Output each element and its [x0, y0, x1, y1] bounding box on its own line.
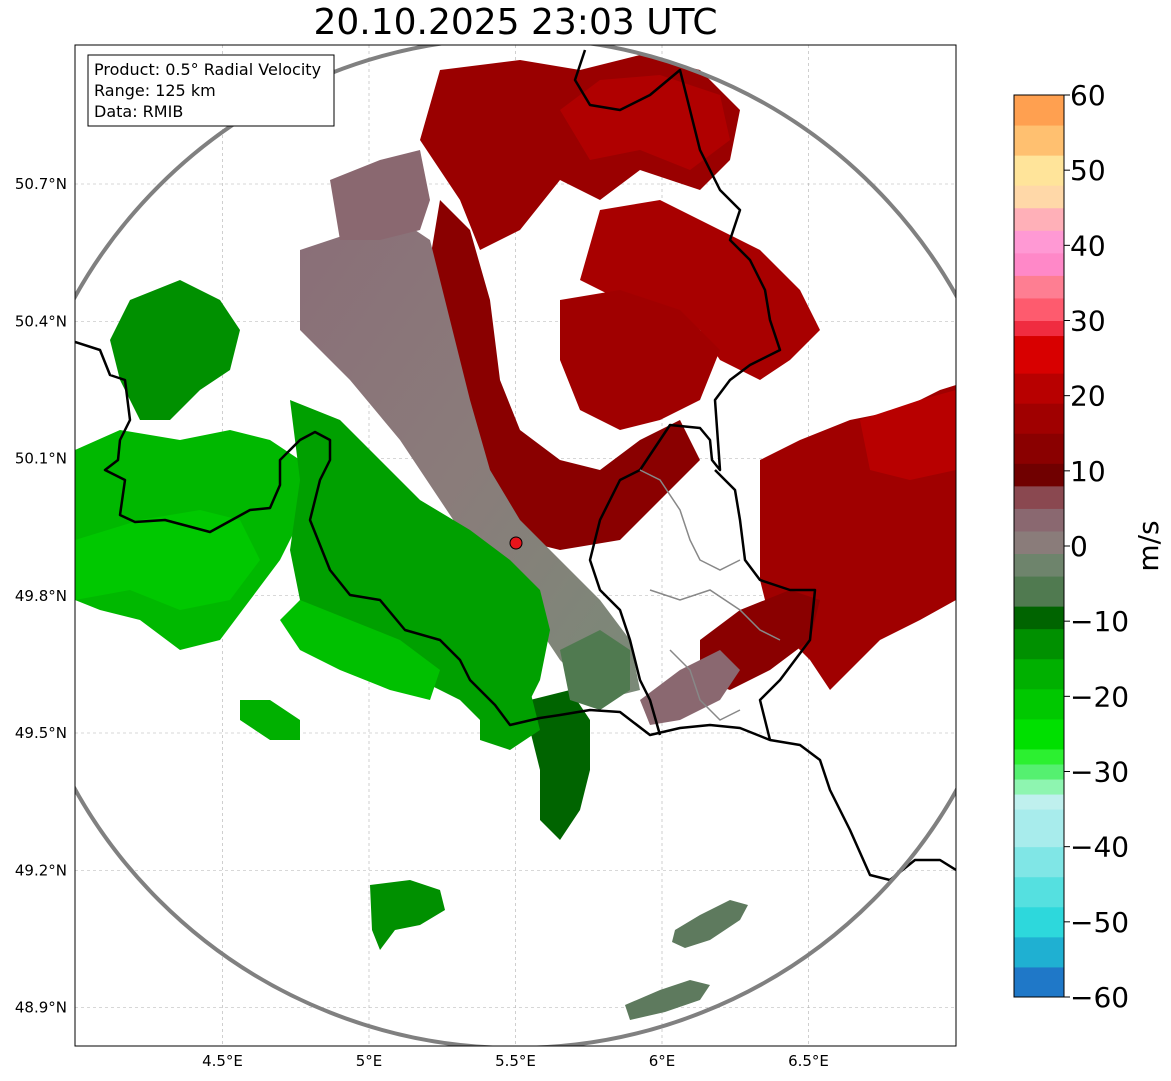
colorbar-segment [1014, 403, 1064, 434]
colorbar-tick-label: −20 [1070, 680, 1129, 713]
info-box: Product: 0.5° Radial Velocity Range: 125… [87, 54, 335, 127]
colorbar-segment [1014, 185, 1064, 209]
colorbar-segment [1014, 846, 1064, 878]
colorbar-tick-label: −60 [1070, 981, 1129, 1014]
colorbar-segment [1014, 155, 1064, 186]
colorbar-segment [1014, 207, 1064, 231]
y-tick-label: 50.1°N [15, 450, 67, 468]
colorbar-segment [1014, 125, 1064, 156]
colorbar-tick-label: −10 [1070, 605, 1129, 638]
y-tick-label: 49.5°N [15, 724, 67, 742]
map-title: 20.10.2025 23:03 UTC [313, 2, 718, 43]
colorbar-segment [1014, 297, 1064, 321]
colorbar-tick-label: −50 [1070, 906, 1129, 939]
echo-inbound-west-2 [75, 510, 260, 610]
map-frame [74, 44, 957, 1047]
colorbar-tick-label: 0 [1070, 530, 1088, 563]
colorbar-segment [1014, 252, 1064, 276]
colorbar-segment [1014, 335, 1064, 374]
colorbar-segment [1014, 688, 1064, 720]
info-line-range: Range: 125 km [94, 81, 216, 100]
y-tick-label: 50.7°N [15, 175, 67, 193]
colorbar-segment [1014, 576, 1064, 607]
colorbar-segment [1014, 553, 1064, 577]
echo-zero-beam [300, 220, 640, 700]
echo-outbound-mid [560, 290, 720, 430]
echo-weak-far-southeast [672, 900, 748, 948]
echo-weak-far-south [625, 980, 710, 1020]
colorbar-tick-label: 30 [1070, 305, 1106, 338]
colorbar-segment [1014, 320, 1064, 337]
colorbar-segment [1014, 275, 1064, 299]
colorbar: 60 50 40 30 20 10 0 −10 −20 −30 −40 −50 −60 m/s [1013, 79, 1165, 1014]
colorbar-segment [1014, 936, 1064, 968]
x-tick-label: 6°E [649, 1052, 676, 1070]
colorbar-tick-label: −40 [1070, 831, 1129, 864]
echo-inbound-south [530, 690, 590, 840]
colorbar-segment [1014, 628, 1064, 660]
colorbar-segment [1014, 485, 1064, 509]
colorbar-segment [1014, 463, 1064, 487]
colorbar-tick-label: 40 [1070, 229, 1106, 262]
x-tick-label: 4.5°E [202, 1052, 243, 1070]
colorbar-segment [1014, 966, 1064, 998]
radar-echoes [75, 55, 956, 1020]
colorbar-segment [1014, 748, 1064, 765]
colorbar-segment [1014, 95, 1064, 126]
colorbar-segment [1014, 794, 1064, 810]
colorbar-segment [1014, 530, 1064, 555]
y-tick-label: 49.2°N [15, 861, 67, 879]
x-tick-label: 5.5°E [495, 1052, 536, 1070]
colorbar-segment [1014, 373, 1064, 404]
axis-ticks: 4.5°E 5°E 5.5°E 6°E 6.5°E 50.7°N 50.4°N 50.1°N 4… [15, 175, 829, 1070]
colorbar-segment [1014, 779, 1064, 795]
echo-outbound-core [430, 200, 700, 550]
colorbar-segment [1014, 763, 1064, 780]
colorbar-segment [1014, 906, 1064, 938]
colorbar-segment [1014, 508, 1064, 532]
colorbar-tick-label: −30 [1070, 756, 1129, 789]
colorbar-tick-label: 10 [1070, 455, 1106, 488]
colorbar-segment [1014, 230, 1064, 254]
colorbar-segment [1014, 718, 1064, 750]
colorbar-tick-label: 50 [1070, 154, 1106, 187]
echo-zero-southeast [640, 650, 740, 725]
colorbar-segment [1014, 876, 1064, 908]
info-line-product: Product: 0.5° Radial Velocity [94, 60, 321, 79]
y-tick-label: 50.4°N [15, 312, 67, 330]
country-borders [75, 49, 956, 882]
colorbar-segment [1014, 658, 1064, 690]
map-area[interactable] [11, 38, 1021, 1048]
echo-inbound-weak-south [560, 630, 630, 710]
colorbar-segment [1014, 606, 1064, 630]
colorbar-segment [1014, 433, 1064, 464]
echo-inbound-core-2 [280, 600, 440, 700]
echo-inbound-far-south [370, 880, 445, 950]
echo-outbound-east-2 [860, 390, 956, 480]
echo-inbound-northwest [110, 280, 240, 420]
province-borders [639, 469, 781, 721]
echo-outbound-northeast [580, 200, 820, 380]
info-line-data: Data: RMIB [94, 102, 183, 121]
echo-zero-beam-north [330, 150, 430, 240]
x-tick-label: 5°E [356, 1052, 383, 1070]
colorbar-tick-label: 20 [1070, 380, 1106, 413]
colorbar-tick-label: 60 [1070, 79, 1106, 112]
y-tick-label: 49.8°N [15, 587, 67, 605]
colorbar-label: m/s [1132, 520, 1165, 571]
radar-site-marker[interactable] [509, 536, 523, 550]
echo-inbound-southwest-cell [240, 700, 300, 740]
y-tick-label: 48.9°N [15, 999, 67, 1017]
colorbar-segment [1014, 809, 1064, 848]
x-tick-label: 6.5°E [788, 1052, 829, 1070]
echo-inbound-core [290, 400, 550, 730]
